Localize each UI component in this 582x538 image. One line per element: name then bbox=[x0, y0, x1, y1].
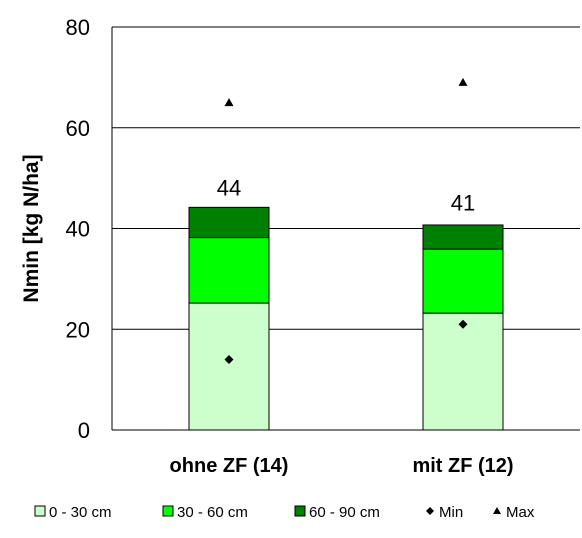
legend-label: 30 - 60 cm bbox=[177, 504, 248, 521]
legend-label: Min bbox=[439, 504, 463, 521]
max-marker bbox=[224, 98, 234, 107]
legend-max-marker bbox=[493, 507, 501, 514]
legend-swatch bbox=[294, 505, 306, 517]
data-label-total: 41 bbox=[451, 190, 475, 215]
legend-min-marker bbox=[426, 507, 434, 515]
legend-label: 0 - 30 cm bbox=[49, 504, 112, 521]
y-tick-label: 80 bbox=[66, 15, 90, 40]
legend: 0 - 30 cm 30 - 60 cm 60 - 90 cm Min Max bbox=[34, 504, 535, 521]
x-category-label: ohne ZF (14) bbox=[170, 455, 289, 477]
y-tick-label: 40 bbox=[66, 217, 90, 242]
gridlines bbox=[112, 127, 580, 330]
legend-label: 60 - 90 cm bbox=[309, 504, 380, 521]
max-marker bbox=[458, 77, 468, 86]
y-tick-label: 0 bbox=[78, 418, 90, 443]
bar-segment bbox=[422, 248, 504, 314]
bar-segment bbox=[422, 312, 504, 431]
min-marker bbox=[458, 319, 468, 329]
bar-segment bbox=[188, 237, 270, 304]
legend-swatch bbox=[34, 505, 46, 517]
min-marker bbox=[224, 354, 234, 364]
data-label-total: 44 bbox=[217, 175, 241, 200]
bar-segment bbox=[188, 302, 270, 431]
labels: 0 20 40 60 80 44 ohne ZF (14) 41 mit ZF (12) Nmin… bbox=[20, 15, 514, 477]
plot-frame bbox=[111, 26, 580, 431]
bar-segment bbox=[188, 206, 270, 239]
x-category-label: mit ZF (12) bbox=[412, 455, 513, 477]
markers bbox=[224, 77, 468, 364]
bar-segment bbox=[422, 224, 504, 250]
bars bbox=[188, 206, 504, 431]
legend-swatch bbox=[162, 505, 174, 517]
y-axis-label: Nmin [kg N/ha] bbox=[20, 154, 43, 302]
y-tick-label: 20 bbox=[66, 317, 90, 342]
y-tick-label: 60 bbox=[66, 116, 90, 141]
legend-label: Max bbox=[506, 504, 535, 521]
